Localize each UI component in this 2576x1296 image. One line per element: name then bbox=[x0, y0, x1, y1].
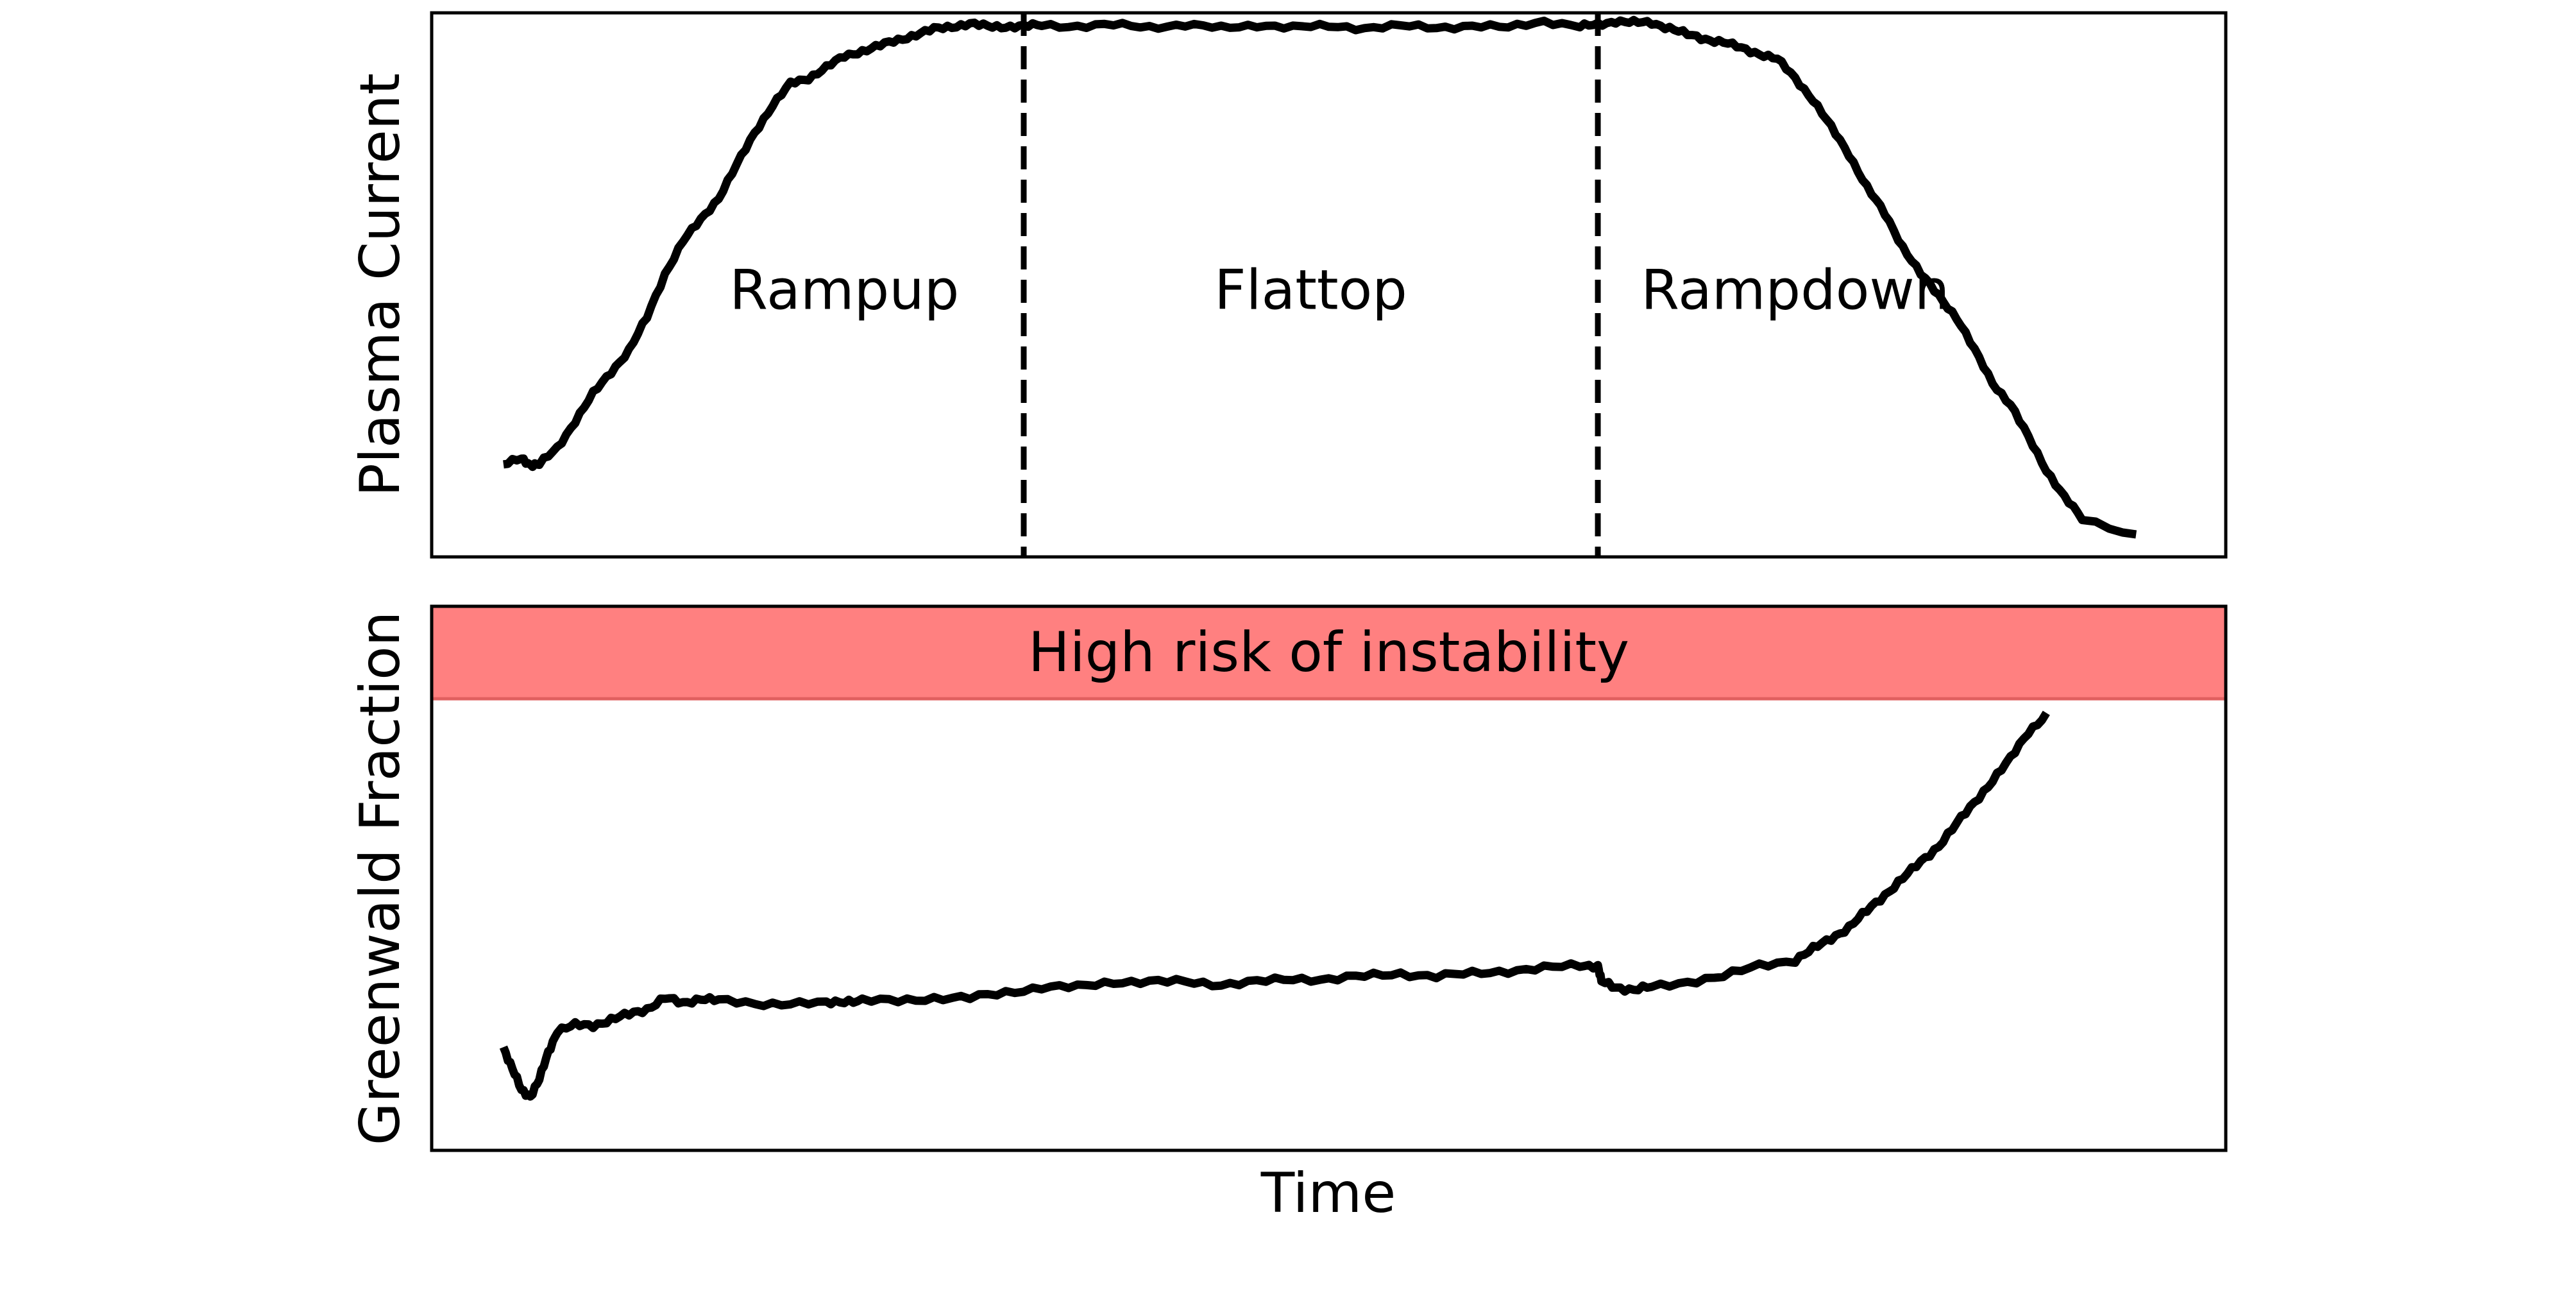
greenwald-fraction-axis-label: Greenwald Fraction bbox=[348, 611, 412, 1146]
high-risk-band-label: High risk of instability bbox=[1028, 620, 1629, 685]
high-risk-band bbox=[432, 606, 2226, 699]
plasma-current-axes-frame bbox=[430, 11, 2228, 559]
phase-label-flattop: Flattop bbox=[1214, 258, 1407, 322]
time-axis-label: Time bbox=[1260, 1161, 1396, 1225]
plasma-current-panel: Rampup Flattop Rampdown Plasma Current bbox=[348, 11, 2228, 559]
phase-label-rampdown: Rampdown bbox=[1641, 258, 1949, 322]
greenwald-fraction-panel: High risk of instability Greenwald Fract… bbox=[348, 604, 2228, 1225]
plasma-current-line bbox=[503, 15, 2137, 539]
greenwald-fraction-line bbox=[499, 710, 2050, 1101]
plasma-current-axis-label: Plasma Current bbox=[348, 73, 412, 497]
phase-label-rampup: Rampup bbox=[729, 258, 959, 322]
phase-boundaries bbox=[1021, 13, 1601, 557]
phase-labels: Rampup Flattop Rampdown bbox=[729, 258, 1949, 322]
greenwald-fraction-axes-frame bbox=[430, 604, 2228, 1152]
